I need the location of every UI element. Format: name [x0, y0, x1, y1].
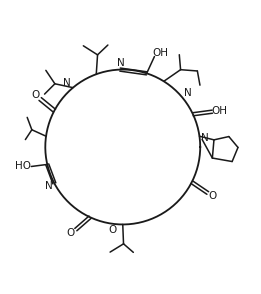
Text: N: N: [63, 78, 70, 88]
Text: O: O: [67, 228, 75, 238]
Text: OH: OH: [212, 106, 228, 116]
Text: O: O: [109, 225, 117, 235]
Text: N: N: [201, 133, 209, 143]
Text: O: O: [31, 90, 40, 100]
Text: N: N: [45, 181, 52, 191]
Text: O: O: [208, 191, 217, 201]
Text: OH: OH: [152, 49, 168, 59]
Text: HO: HO: [15, 161, 31, 171]
Text: N: N: [184, 88, 192, 98]
Text: N: N: [117, 58, 125, 68]
